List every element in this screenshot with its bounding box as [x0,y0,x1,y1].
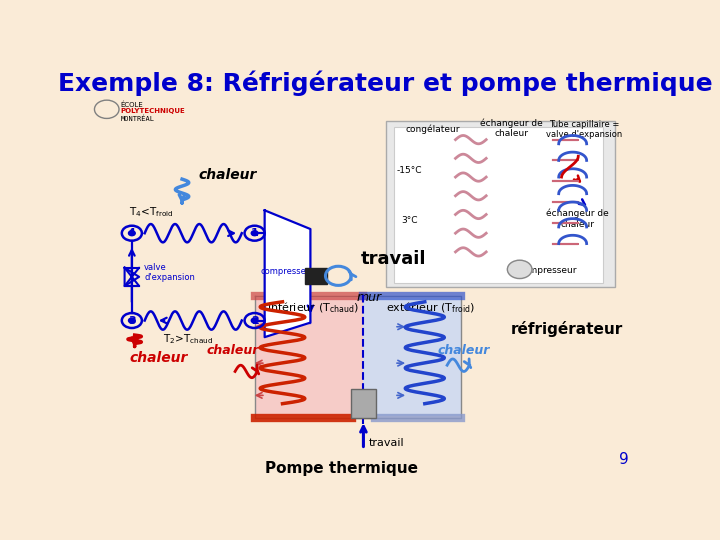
Text: chaleur: chaleur [438,344,490,357]
Text: extérieur (T$_{\rm froid}$): extérieur (T$_{\rm froid}$) [386,301,475,315]
Text: ÉCOLE: ÉCOLE [121,101,143,107]
Circle shape [508,260,532,279]
Text: échangeur de
chaleur: échangeur de chaleur [546,208,608,228]
Text: congélateur: congélateur [406,125,460,134]
Text: mur: mur [356,291,382,304]
FancyBboxPatch shape [386,121,615,287]
Text: 3: 3 [128,315,135,326]
Text: travail: travail [369,438,405,448]
Text: 9: 9 [618,453,629,467]
FancyBboxPatch shape [394,127,603,283]
Text: réfrigérateur: réfrigérateur [511,321,624,337]
Text: travail: travail [361,250,426,268]
Text: valve
d'expansion: valve d'expansion [144,263,195,282]
FancyBboxPatch shape [364,298,461,416]
Text: 1: 1 [251,228,258,238]
Text: Tube capillaire =
valve d'expansion: Tube capillaire = valve d'expansion [546,119,622,139]
Text: 2: 2 [251,315,258,326]
Text: compresseur: compresseur [518,266,577,275]
Text: 4: 4 [128,228,136,238]
Text: 3°C: 3°C [401,216,418,225]
Polygon shape [265,210,310,337]
Text: chaleur: chaleur [206,344,258,357]
Text: compresseur: compresseur [260,267,315,276]
Text: POLYTECHNIQUE: POLYTECHNIQUE [121,109,186,114]
Text: Exemple 8: Réfrigérateur et pompe thermique: Exemple 8: Réfrigérateur et pompe thermi… [58,71,713,96]
Text: T$_4$<T$_{\rm froid}$: T$_4$<T$_{\rm froid}$ [129,206,174,219]
Text: échangeur de
chaleur: échangeur de chaleur [480,118,543,138]
FancyBboxPatch shape [351,389,376,418]
Text: T$_2$>T$_{\rm chaud}$: T$_2$>T$_{\rm chaud}$ [163,332,212,346]
Circle shape [251,231,258,235]
Circle shape [128,231,135,235]
Text: chaleur: chaleur [129,351,187,365]
Text: MONTRÉAL: MONTRÉAL [121,115,155,122]
Circle shape [128,318,135,323]
Text: -15°C: -15°C [397,166,422,176]
Text: intérieur (T$_{\rm chaud}$): intérieur (T$_{\rm chaud}$) [267,301,359,315]
FancyBboxPatch shape [255,298,364,416]
Bar [305,267,327,284]
Text: Pompe thermique: Pompe thermique [265,461,418,476]
Text: chaleur: chaleur [199,168,257,182]
Circle shape [251,318,258,323]
